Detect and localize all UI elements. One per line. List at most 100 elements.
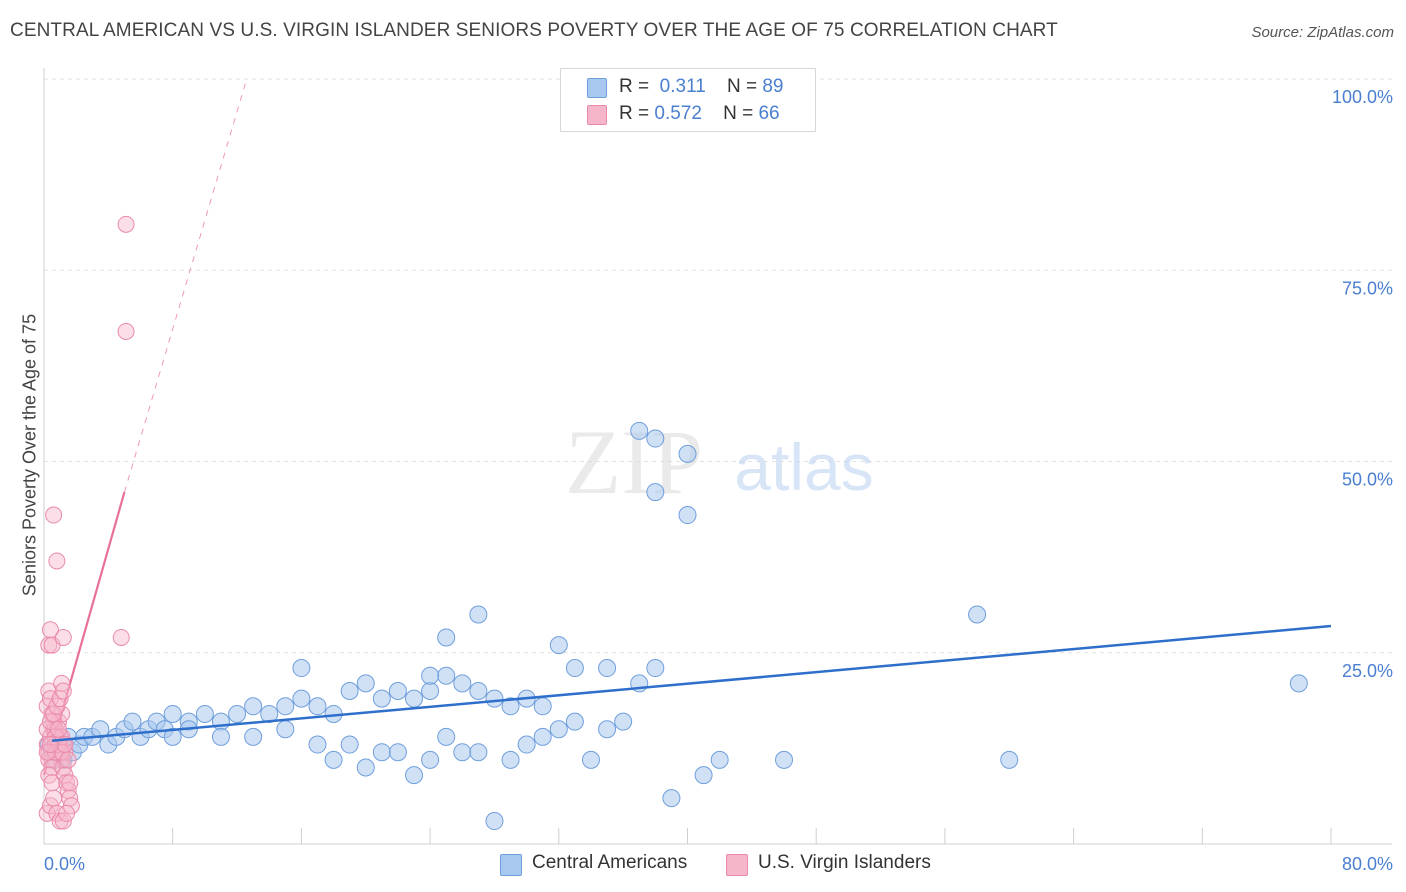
data-point-central-americans xyxy=(614,712,633,731)
data-point-central-americans xyxy=(646,659,665,678)
data-point-central-americans xyxy=(598,659,617,678)
data-point-central-americans xyxy=(565,659,584,678)
data-point-virgin-islanders xyxy=(54,628,72,646)
data-point-central-americans xyxy=(91,720,110,739)
data-point-central-americans xyxy=(598,720,617,739)
data-point-central-americans xyxy=(421,750,440,769)
data-point-virgin-islanders xyxy=(45,789,63,807)
legend-r-value: 0.572 xyxy=(654,103,702,124)
data-point-central-americans xyxy=(630,421,649,440)
data-point-central-americans xyxy=(453,674,472,693)
legend-n-value: 66 xyxy=(758,103,780,124)
data-point-central-americans xyxy=(244,697,263,716)
data-point-central-americans xyxy=(469,682,488,700)
trend-segment-central-americans xyxy=(51,624,1332,742)
data-point-central-americans xyxy=(356,674,375,693)
data-point-central-americans xyxy=(678,444,697,463)
legend-r-label: R = xyxy=(619,103,650,124)
data-point-central-americans xyxy=(565,712,584,731)
data-point-central-americans xyxy=(694,766,713,785)
data-point-virgin-islanders xyxy=(61,774,79,792)
series-central-americans xyxy=(39,421,1308,831)
data-point-central-americans xyxy=(292,659,311,678)
y-tick-label: 75.0% xyxy=(1342,278,1393,298)
data-point-central-americans xyxy=(437,628,456,647)
data-point-central-americans xyxy=(308,735,327,754)
trend-line-virgin-islanders xyxy=(42,78,248,776)
bottom-legend-swatch-pink xyxy=(726,854,748,876)
trend-line-central-americans xyxy=(51,624,1332,742)
data-point-central-americans xyxy=(340,735,359,754)
data-point-central-americans xyxy=(501,750,520,769)
data-point-central-americans xyxy=(678,506,697,525)
data-point-virgin-islanders xyxy=(59,751,77,769)
data-point-virgin-islanders xyxy=(58,804,76,822)
data-point-virgin-islanders xyxy=(41,621,59,639)
data-point-central-americans xyxy=(324,750,343,769)
data-point-central-americans xyxy=(405,766,424,785)
bottom-legend-label: Central Americans xyxy=(532,852,688,873)
data-point-central-americans xyxy=(276,697,295,716)
data-point-central-americans xyxy=(517,735,536,754)
legend-r-value: 0.311 xyxy=(659,76,706,97)
bottom-legend-swatch-blue xyxy=(500,854,522,876)
data-point-central-americans xyxy=(646,483,665,502)
y-axis-label: Seniors Poverty Over the Age of 75 xyxy=(19,313,40,597)
data-point-central-americans xyxy=(533,697,552,716)
data-point-central-americans xyxy=(308,697,327,716)
data-point-central-americans xyxy=(968,605,987,624)
data-point-central-americans xyxy=(469,743,488,762)
data-point-central-americans xyxy=(485,689,504,708)
data-point-virgin-islanders xyxy=(112,628,130,646)
x-tick-label: 80.0% xyxy=(1342,854,1393,874)
data-point-central-americans xyxy=(276,720,295,739)
data-point-central-americans xyxy=(710,750,729,769)
data-point-central-americans xyxy=(244,727,263,746)
data-point-central-americans xyxy=(388,743,407,762)
data-point-virgin-islanders xyxy=(41,736,59,754)
watermark-atlas: atlas xyxy=(734,430,873,504)
data-point-central-americans xyxy=(1289,674,1308,693)
data-point-central-americans xyxy=(437,666,456,685)
trend-extension-virgin-islanders xyxy=(123,78,248,493)
tick-labels: 25.0% 50.0% 75.0% 100.0% 0.0% 80.0% xyxy=(44,87,1393,874)
series-virgin-islanders xyxy=(38,215,135,830)
data-point-central-americans xyxy=(292,689,311,708)
y-tick-label: 25.0% xyxy=(1342,661,1393,681)
data-point-central-americans xyxy=(662,789,681,808)
legend-n-value: 89 xyxy=(762,76,784,97)
data-point-central-americans xyxy=(453,743,472,762)
data-point-central-americans xyxy=(228,704,247,723)
data-point-central-americans xyxy=(533,727,552,746)
data-point-central-americans xyxy=(581,750,600,769)
trend-segment-virgin-islanders xyxy=(42,491,126,776)
data-point-virgin-islanders xyxy=(43,774,61,792)
y-tick-label: 100.0% xyxy=(1332,87,1393,107)
chart-title: CENTRAL AMERICAN VS U.S. VIRGIN ISLANDER… xyxy=(10,20,1058,41)
y-tick-label: 50.0% xyxy=(1342,470,1393,490)
x-tick-label: 0.0% xyxy=(44,854,85,874)
data-point-central-americans xyxy=(501,697,520,716)
legend-n-label: N = xyxy=(726,76,758,97)
data-point-central-americans xyxy=(195,704,214,723)
data-point-central-americans xyxy=(549,636,568,655)
data-point-central-americans xyxy=(469,605,488,624)
legend-n-label: N = xyxy=(723,103,754,124)
data-point-central-americans xyxy=(549,720,568,739)
data-point-virgin-islanders xyxy=(117,322,135,340)
legend-r-label: R = xyxy=(619,76,650,97)
bottom-legend-label: U.S. Virgin Islanders xyxy=(758,852,931,873)
data-point-central-americans xyxy=(211,712,230,731)
data-point-virgin-islanders xyxy=(117,215,135,233)
data-point-central-americans xyxy=(405,689,424,708)
data-point-central-americans xyxy=(437,727,456,746)
data-point-central-americans xyxy=(340,682,359,700)
legend: R = 0.311 N = 89 R = 0.572 N = 66 xyxy=(560,68,816,132)
data-point-central-americans xyxy=(646,429,665,448)
legend-swatch-pink xyxy=(587,105,607,125)
chart-source: Source: ZipAtlas.com xyxy=(1251,24,1394,41)
data-point-virgin-islanders xyxy=(45,506,63,524)
data-point-virgin-islanders xyxy=(49,720,67,738)
data-point-central-americans xyxy=(372,689,391,708)
